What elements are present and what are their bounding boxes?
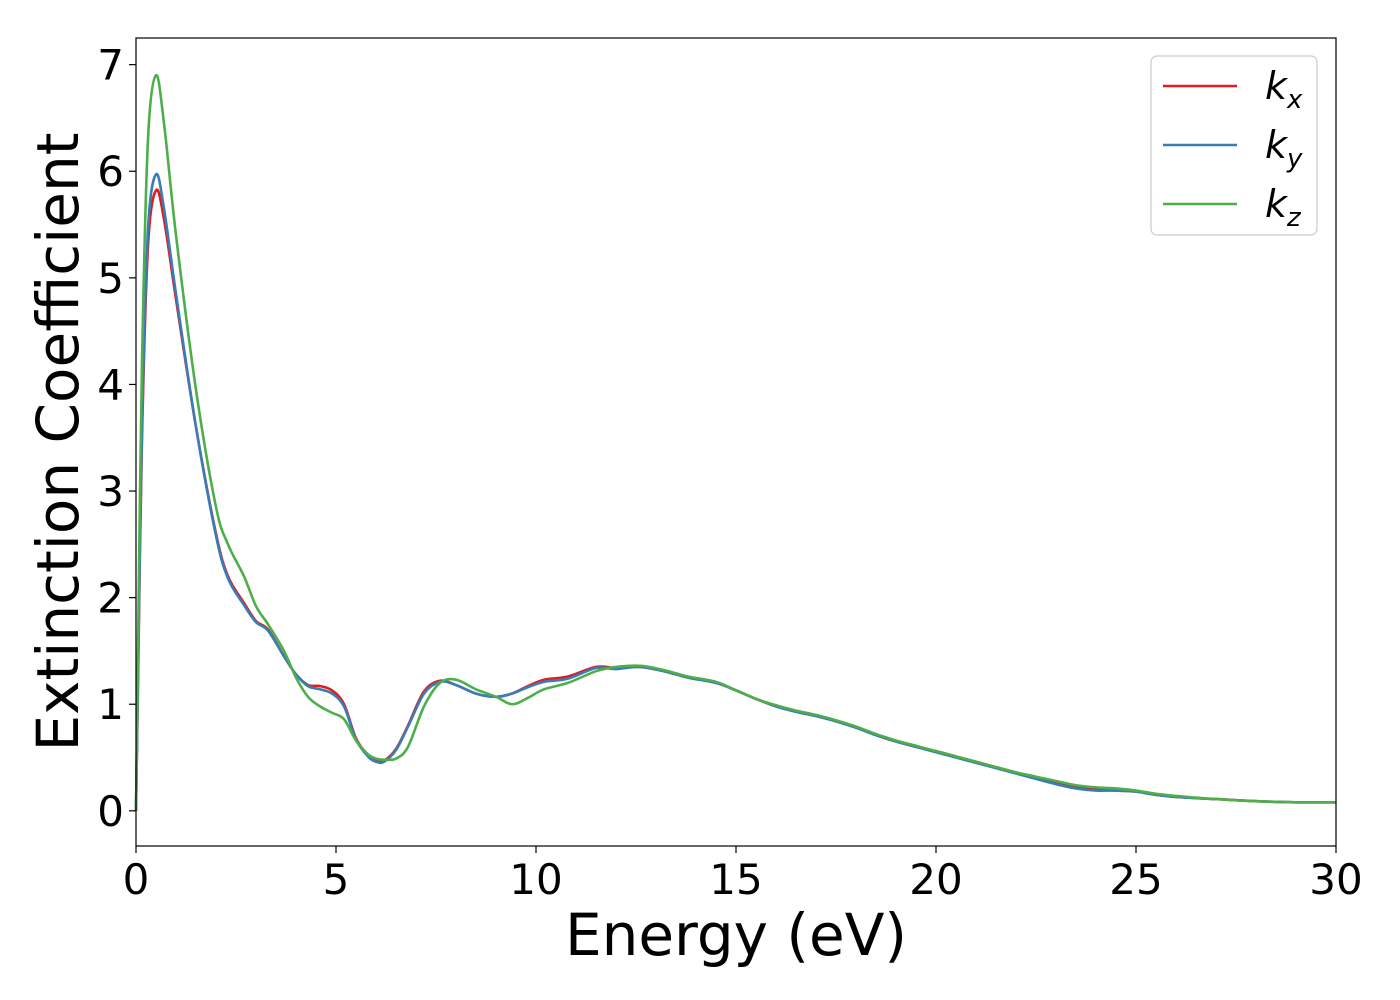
x-axis-title: Energy (eV) <box>565 901 907 969</box>
y-tick-label: 7 <box>97 41 124 90</box>
x-tick-label: 5 <box>323 855 350 904</box>
x-tick-label: 30 <box>1309 855 1362 904</box>
y-tick-label: 5 <box>97 254 124 303</box>
series-line-z <box>134 74 1337 811</box>
y-tick-label: 4 <box>97 360 124 409</box>
legend-label-x: kx <box>1265 64 1303 115</box>
y-tick-label: 2 <box>97 574 124 623</box>
x-axis: 0 5 10 15 20 25 30 <box>123 846 1363 904</box>
series-layer <box>134 74 1337 811</box>
legend: kx ky kz <box>1150 55 1318 236</box>
series-line-y <box>134 172 1337 811</box>
y-axis-title: Extinction Coefficient <box>24 133 92 752</box>
y-tick-label: 1 <box>97 680 124 729</box>
x-tick-label: 25 <box>1109 855 1162 904</box>
x-tick-label: 15 <box>709 855 762 904</box>
y-tick-label: 0 <box>97 787 124 836</box>
x-tick-label: 20 <box>909 855 962 904</box>
legend-label-y: ky <box>1265 123 1303 174</box>
y-tick-label: 3 <box>97 467 124 516</box>
y-axis: 0 1 2 3 4 5 6 7 <box>97 41 136 836</box>
y-tick-label: 6 <box>97 147 124 196</box>
x-tick-label: 10 <box>509 855 562 904</box>
x-tick-label: 0 <box>123 855 150 904</box>
legend-label-z: kz <box>1265 182 1302 233</box>
